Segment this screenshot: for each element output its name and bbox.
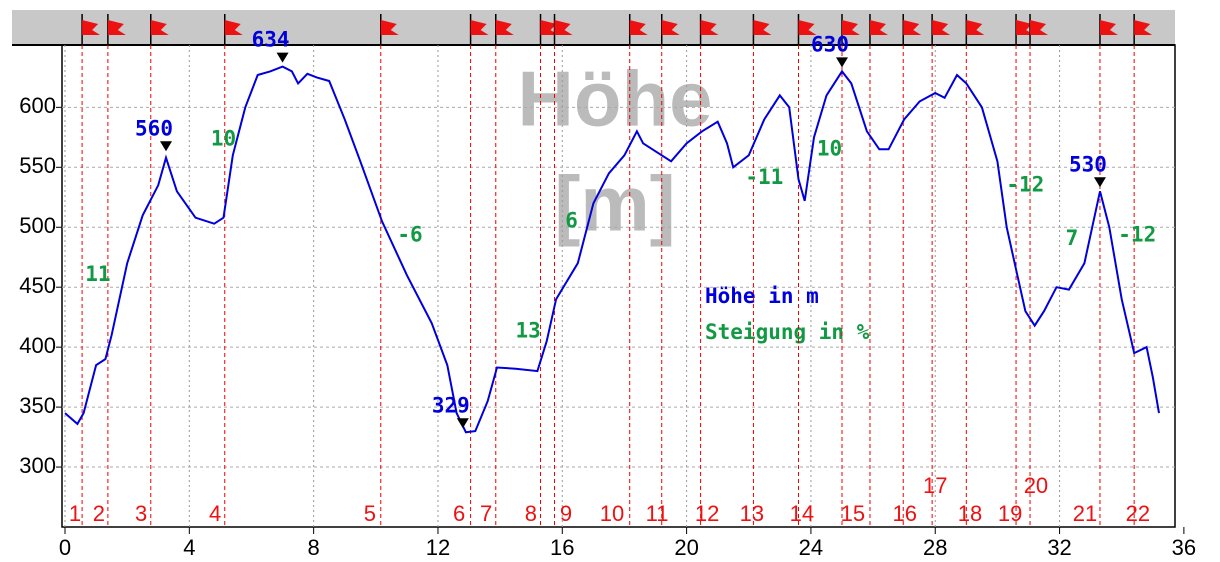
waypoint-label: 21 [1073,501,1097,526]
waypoint-label: 5 [364,501,376,526]
peak-marker [1093,177,1106,188]
flag [869,20,888,35]
flag [842,20,860,35]
y-tick-label: 550 [19,153,56,178]
legend-entry: Steigung in % [705,320,870,344]
slope-label: 13 [515,319,540,343]
waypoint-label: 13 [740,501,764,526]
waypoint-label: 2 [93,501,105,526]
flag [470,20,489,35]
waypoint-label: 4 [209,501,221,526]
y-tick-label: 350 [19,393,56,418]
waypoint-label: 7 [480,501,492,526]
flag [1030,20,1049,35]
peak-label: 530 [1069,152,1107,176]
flag [932,20,951,35]
flag [224,20,243,35]
waypoint-label: 19 [998,501,1022,526]
peak-marker [836,57,848,68]
y-tick-label: 500 [19,213,56,238]
flag [661,20,680,35]
waypoint-label: 22 [1126,501,1150,526]
flag [495,20,514,35]
peak-marker [276,52,289,63]
waypoint-label: 17 [923,473,947,498]
flag [1134,20,1153,35]
peak-label: 560 [135,116,173,140]
x-tick-label: 36 [1172,535,1196,560]
slope-label: 6 [565,208,578,232]
flag [903,20,922,35]
slope-label: 11 [85,262,110,286]
waypoint-label: 6 [453,501,465,526]
peak-marker [456,418,469,429]
slope-label: 7 [1066,226,1079,250]
x-tick-label: 0 [59,535,71,560]
waypoint-label: 16 [893,501,917,526]
plot-frame [61,44,1176,528]
legend-entry: Höhe in m [705,284,819,308]
peak-label: 634 [252,28,290,52]
x-tick-label: 16 [550,535,574,560]
elevation-line [64,65,1160,434]
flag [380,20,399,35]
waypoint-label: 20 [1024,473,1048,498]
waypoint-label: 12 [695,501,719,526]
waypoint-label: 14 [790,501,814,526]
waypoint-label: 8 [525,501,537,526]
x-tick-label: 12 [426,535,450,560]
waypoint-label: 1 [69,501,81,526]
slope-label: -6 [397,223,422,247]
flag [629,20,648,35]
flag [966,20,985,35]
x-tick-label: 24 [799,535,823,560]
x-tick-label: 8 [308,535,320,560]
x-tick-label: 28 [923,535,947,560]
waypoint-label: 11 [646,501,669,526]
slope-label: 10 [817,136,842,160]
flag [150,20,169,35]
y-tick-label: 450 [19,273,56,298]
flag [1099,20,1118,35]
flag [798,20,817,35]
x-tick-label: 20 [674,535,698,560]
flag [700,20,719,35]
slope-label: -11 [745,165,783,189]
slope-label: -12 [1118,223,1156,247]
flag-bar [12,10,1175,45]
slope-label: -12 [1006,172,1044,196]
watermark: [m] [554,160,675,248]
waypoint-label: 18 [958,501,982,526]
y-tick-label: 400 [19,333,56,358]
x-tick-label: 4 [183,535,195,560]
waypoint-label: 9 [560,501,572,526]
slope-label: 10 [211,127,236,151]
flag [82,20,101,35]
y-tick-label: 600 [19,93,56,118]
watermark: Höhe [518,55,713,143]
peak-marker [160,141,173,152]
x-tick-label: 32 [1047,535,1071,560]
waypoint-label: 3 [135,501,147,526]
y-tick-label: 300 [19,453,56,478]
flag [107,20,126,35]
waypoint-label: 10 [600,501,624,526]
flag [753,20,772,35]
peak-label: 630 [811,32,849,56]
peak-label: 329 [432,393,470,417]
waypoint-label: 15 [841,501,865,526]
flag [554,20,573,35]
